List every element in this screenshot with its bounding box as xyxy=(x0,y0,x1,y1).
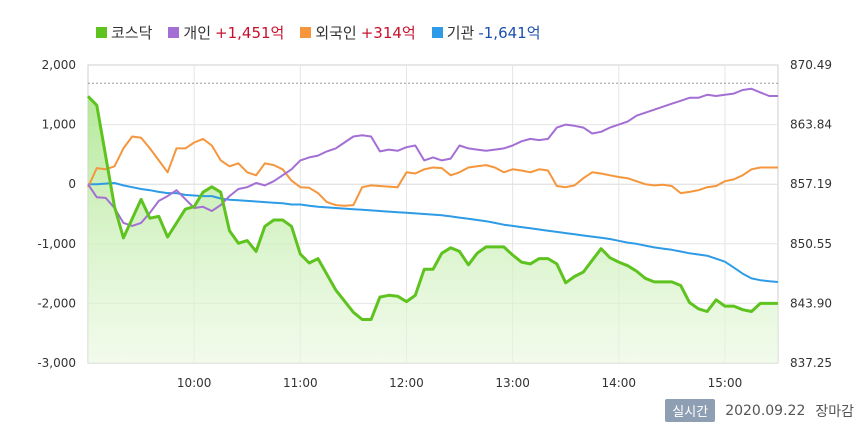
y-left-tick: -2,000 xyxy=(37,296,76,310)
chart-date: 2020.09.22 xyxy=(725,402,806,419)
y-right-tick: 857.19 xyxy=(790,177,832,191)
legend-item-1[interactable]: 개인 +1,451억 xyxy=(168,22,284,43)
y-right-tick: 850.55 xyxy=(790,237,832,251)
legend-swatch xyxy=(168,27,180,38)
legend-item-2[interactable]: 외국인 +314억 xyxy=(300,22,416,43)
x-tick: 14:00 xyxy=(601,376,636,390)
legend-value: +1,451억 xyxy=(215,24,285,42)
y-left-tick: 0 xyxy=(68,177,76,191)
y-right-tick: 843.90 xyxy=(790,296,832,310)
y-right-tick: 863.84 xyxy=(790,118,832,132)
chart-legend: 코스닥 개인 +1,451억 외국인 +314억 기관 -1,641억 xyxy=(96,22,541,43)
chart-footer: 실시간 2020.09.22 장마감 xyxy=(665,399,854,422)
legend-swatch xyxy=(300,27,312,38)
y-left-tick: 1,000 xyxy=(42,118,76,132)
legend-value: -1,641억 xyxy=(478,24,541,42)
realtime-badge[interactable]: 실시간 xyxy=(665,399,716,422)
x-tick: 15:00 xyxy=(708,376,743,390)
series-line-3 xyxy=(88,182,779,283)
legend-swatch xyxy=(431,27,443,38)
legend-label: 코스닥 xyxy=(111,24,153,42)
series-area-0 xyxy=(88,96,778,364)
y-right-tick: 870.49 xyxy=(790,58,832,72)
legend-item-0[interactable]: 코스닥 xyxy=(96,22,152,43)
legend-item-3[interactable]: 기관 -1,641억 xyxy=(431,22,541,43)
market-status: 장마감 xyxy=(815,403,854,420)
y-left-tick: -3,000 xyxy=(37,356,76,370)
legend-label: 기관 xyxy=(446,24,475,42)
series-line-1 xyxy=(87,87,778,227)
x-tick: 12:00 xyxy=(389,376,424,390)
y-right-tick: 837.25 xyxy=(790,356,832,370)
legend-label: 외국인 xyxy=(315,24,357,42)
legend-value: +314억 xyxy=(360,24,416,42)
series-line-0 xyxy=(86,95,778,321)
series-line-2 xyxy=(87,135,778,207)
x-tick: 11:00 xyxy=(283,376,318,390)
legend-label: 개인 xyxy=(183,24,212,42)
legend-swatch xyxy=(96,27,107,38)
y-left-tick: -1,000 xyxy=(37,237,76,251)
x-tick: 13:00 xyxy=(495,376,530,390)
y-left-tick: 2,000 xyxy=(42,58,76,72)
x-tick: 10:00 xyxy=(177,376,212,390)
